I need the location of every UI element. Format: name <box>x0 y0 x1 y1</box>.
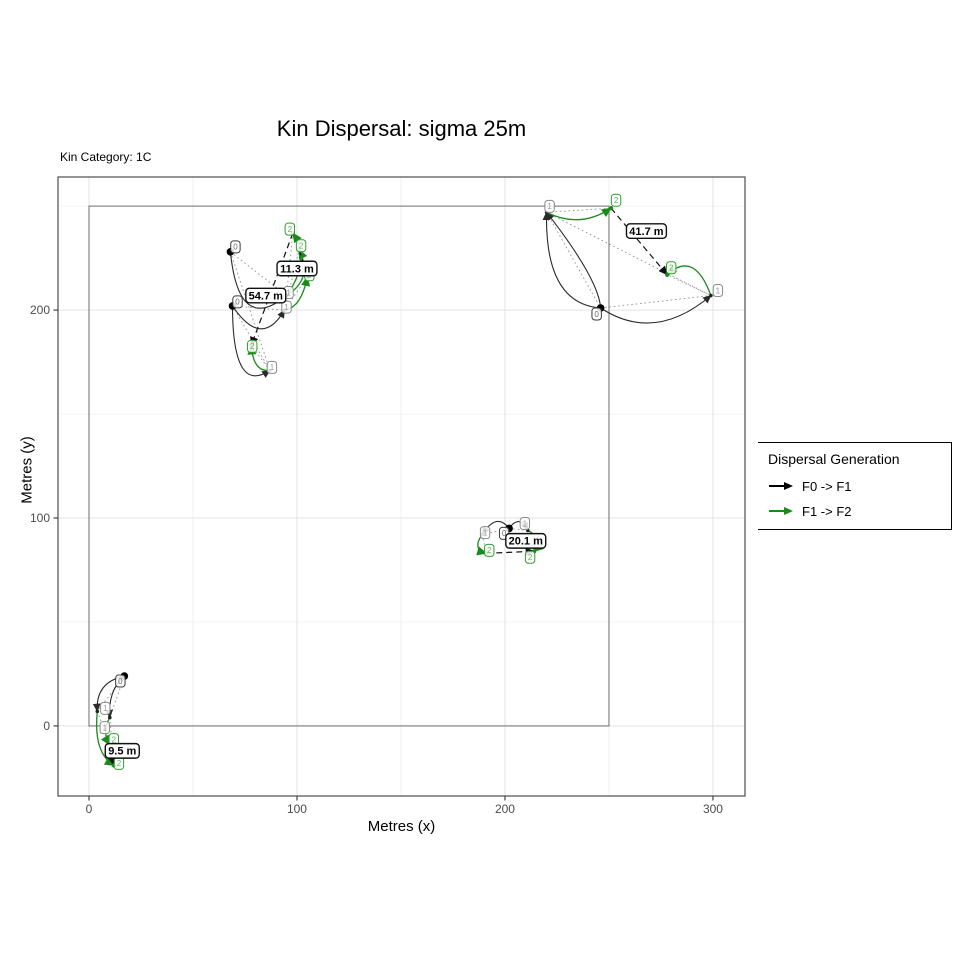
y-tick-label: 100 <box>30 511 50 525</box>
generation-marker-box <box>479 526 491 540</box>
x-tick-label: 100 <box>287 802 307 816</box>
x-axis-title: Metres (x) <box>367 818 436 835</box>
generation-marker-label: 2 <box>250 342 255 351</box>
generation-marker-label: 2 <box>669 264 674 273</box>
generation-marker-box <box>115 674 126 688</box>
site-boundary-box <box>88 205 610 727</box>
distance-label-box <box>625 223 668 240</box>
kin-link-dotted <box>666 274 712 296</box>
generation-marker-box <box>100 701 111 715</box>
kin-link-dotted <box>600 295 711 309</box>
generation-marker-label: 0 <box>233 243 238 252</box>
dispersal-arc-f1f2 <box>546 207 612 221</box>
distance-label: 20.1 m <box>509 536 543 548</box>
distance-measure-line <box>486 547 536 556</box>
x-tick-label: 200 <box>495 802 515 816</box>
generation-marker-label: 1 <box>547 202 552 211</box>
dispersal-arc-f0f1 <box>232 305 285 330</box>
generation-marker-label: 2 <box>487 546 492 555</box>
kin-link-dotted <box>481 534 487 554</box>
kin-link-dotted <box>509 527 528 531</box>
generation-marker-box <box>266 360 278 374</box>
panel-border <box>57 176 746 797</box>
distance-label-box <box>505 532 547 549</box>
generation-marker-label: 2 <box>614 196 619 205</box>
generation-marker-label: 2 <box>288 225 293 234</box>
generation-marker-box <box>591 307 602 321</box>
f1-point <box>709 293 713 298</box>
generation-marker-box <box>232 295 243 309</box>
plot-title: Kin Dispersal: sigma 25m <box>276 116 527 141</box>
green-arrow-icon <box>769 507 793 515</box>
dispersal-arc-f0f1 <box>542 211 601 309</box>
generation-marker-box <box>230 240 241 254</box>
x-tick-label: 0 <box>86 802 93 816</box>
distance-measure-line <box>610 207 668 276</box>
generation-marker-label: 1 <box>103 723 108 732</box>
generation-marker-box <box>524 550 536 564</box>
f1-point <box>95 709 100 714</box>
generation-marker-box <box>247 339 258 353</box>
generation-marker-label: 0 <box>594 310 599 319</box>
generation-marker-box <box>544 199 555 213</box>
generation-marker-box <box>99 721 110 735</box>
kin-link-dotted <box>232 305 271 371</box>
generation-marker-label: 1 <box>286 288 291 297</box>
kin-link-dotted <box>546 207 612 213</box>
distance-label-box <box>276 260 318 277</box>
generation-marker-box <box>484 543 495 557</box>
legend-title: Dispersal Generation <box>768 451 900 467</box>
dispersal-arc-f0f1 <box>231 305 271 378</box>
distance-label: 41.7 m <box>629 226 663 238</box>
generation-marker-label: 1 <box>483 528 488 537</box>
generation-marker-label: 1 <box>716 286 721 295</box>
legend-item-f1-f2: F1 -> F2 <box>768 501 951 521</box>
generation-marker-box <box>284 222 296 236</box>
generation-marker-box <box>295 239 307 253</box>
generation-marker-box <box>712 284 724 298</box>
distance-label: 9.5 m <box>108 746 136 758</box>
generation-marker-box <box>610 193 622 207</box>
y-tick-label: 200 <box>30 303 50 317</box>
generation-marker-box <box>666 261 677 275</box>
generation-marker-label: 2 <box>112 735 117 744</box>
legend-item-label: F1 -> F2 <box>802 503 852 519</box>
f1-point <box>107 715 112 720</box>
distance-label-box <box>245 287 287 304</box>
distance-label: 54.7 m <box>249 290 283 302</box>
black-arrow-icon <box>769 482 793 490</box>
legend-item-label: F0 -> F1 <box>802 478 852 494</box>
x-tick-label: 300 <box>703 802 723 816</box>
dispersal-arc-f0f1 <box>600 294 712 324</box>
generation-marker-label: 1 <box>103 704 108 713</box>
kin-link-dotted <box>230 251 287 296</box>
generation-marker-label: 1 <box>284 303 289 312</box>
legend: Dispersal Generation F0 -> F1 F1 -> F2 <box>758 442 952 530</box>
legend-item-f0-f1: F0 -> F1 <box>768 476 951 496</box>
f2-point <box>608 205 614 211</box>
generation-marker-label: 0 <box>502 529 507 538</box>
generation-marker-label: 1 <box>523 519 528 528</box>
distance-label: 11.3 m <box>280 263 314 275</box>
generation-marker-label: 0 <box>118 677 123 686</box>
generation-marker-label: 2 <box>117 759 122 768</box>
distance-label-box <box>104 742 140 759</box>
generation-marker-label: 2 <box>299 242 304 251</box>
generation-marker-label: 2 <box>528 553 533 562</box>
dispersal-arc-f0f1 <box>545 211 602 309</box>
generation-marker-label: 1 <box>270 363 275 372</box>
kin-link-dotted <box>229 251 271 371</box>
generation-marker-box <box>281 300 292 314</box>
generation-marker-label: 0 <box>235 298 240 307</box>
kin-link-dotted <box>96 675 125 712</box>
kin-link-dotted <box>546 212 602 309</box>
generation-marker-box <box>519 516 531 530</box>
y-tick-label: 0 <box>43 719 50 733</box>
plot-subtitle: Kin Category: 1C <box>60 150 152 164</box>
y-axis-title: Metres (y) <box>18 436 36 504</box>
